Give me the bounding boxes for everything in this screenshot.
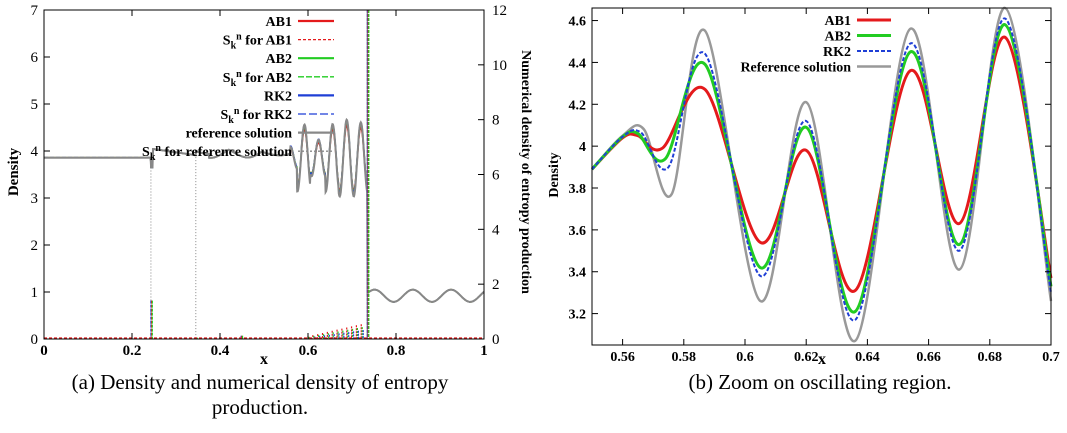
caption-b: (b) Zoom on oscillating region. [688, 370, 952, 394]
y-tick-label-6: 6 [31, 50, 39, 66]
legend-label-4: RK2 [264, 89, 292, 104]
b-x-tick-label-1: 0.58 [672, 350, 697, 365]
chart-a-y2-axis-label: Numerical density of entropy production [518, 50, 533, 294]
b-y-tick-label-1: 3.4 [569, 266, 587, 281]
y2-tick-label-3: 6 [492, 168, 500, 184]
y2-tick-label-6: 12 [492, 3, 507, 19]
b-x-tick-label-5: 0.66 [916, 350, 941, 365]
y-tick-label-2: 2 [31, 238, 39, 254]
b-x-tick-label-0: 0.56 [610, 350, 635, 365]
b-legend-label-3: Reference solution [740, 61, 851, 76]
y-tick-label-5: 5 [31, 97, 39, 113]
legend-label-0: AB1 [266, 15, 292, 30]
y-tick-label-1: 1 [31, 285, 39, 301]
chart-a-y-axis-label: Density [6, 147, 22, 196]
chart-b-x-axis-label: x [818, 351, 826, 368]
y-tick-label-4: 4 [31, 144, 39, 160]
b-y-tick-label-5: 4.2 [569, 98, 587, 113]
x-tick-label-5: 1 [480, 343, 488, 359]
b-x-tick-label-4: 0.64 [855, 350, 880, 365]
chart-a-curves [44, 10, 485, 339]
legend-label-1: Skn for AB1 [223, 32, 292, 52]
x-tick-label-3: 0.6 [299, 343, 318, 359]
chart-b-frame [591, 7, 1052, 346]
b-legend-label-0: AB1 [825, 14, 851, 29]
legend-label-5: Skn for RK2 [220, 106, 292, 126]
zoom-series-rk2 [591, 17, 1052, 321]
b-legend-label-2: RK2 [823, 45, 851, 60]
y-tick-label-0: 0 [31, 332, 39, 348]
y2-tick-label-0: 0 [492, 332, 500, 348]
y2-tick-label-4: 8 [492, 113, 500, 129]
y2-tick-label-1: 2 [492, 277, 500, 293]
legend-label-6: reference solution [186, 127, 293, 142]
b-legend-label-1: AB2 [825, 30, 851, 45]
legend-label-2: AB2 [266, 52, 292, 67]
b-y-tick-label-3: 3.8 [569, 182, 587, 197]
b-y-tick-label-0: 3.2 [569, 308, 587, 323]
chart-b-curves [590, 6, 1053, 343]
chart-b-axes: 0.56 0.58 0.6 0.62 0.64 0.66 0.68 0.7 3.2 3.4 3.6 3… [569, 7, 1060, 365]
x-tick-label-1: 0.2 [123, 343, 142, 359]
b-y-tick-label-4: 4 [579, 140, 586, 155]
x-tick-label-2: 0.4 [211, 343, 230, 359]
y2-tick-label-2: 4 [492, 222, 500, 238]
caption-a-line1: (a) Density and numerical density of ent… [71, 370, 449, 394]
legend-label-7: Skn for reference solution [142, 143, 292, 163]
density-series-3 [44, 117, 485, 303]
y-tick-label-3: 3 [31, 191, 39, 207]
b-x-tick-label-7: 0.7 [1042, 350, 1060, 365]
b-y-tick-label-7: 4.6 [569, 15, 587, 30]
caption-a-line2: production. [211, 395, 309, 419]
legend-label-3: Skn for AB2 [223, 69, 292, 89]
chart-b-y-axis-label: Density [547, 152, 562, 197]
b-y-tick-label-2: 3.6 [569, 224, 587, 239]
caption-a: (a) Density and numerical density of ent… [10, 370, 510, 420]
x-tick-label-4: 0.8 [387, 343, 406, 359]
chart-a-x-axis-label: x [260, 351, 268, 368]
y-tick-label-7: 7 [31, 3, 39, 19]
b-x-tick-label-3: 0.62 [794, 350, 819, 365]
x-tick-label-0: 0 [40, 343, 48, 359]
b-y-tick-label-6: 4.4 [569, 56, 587, 71]
y2-tick-label-5: 10 [492, 58, 507, 74]
b-x-tick-label-2: 0.6 [736, 350, 754, 365]
b-x-tick-label-6: 0.68 [978, 350, 1003, 365]
